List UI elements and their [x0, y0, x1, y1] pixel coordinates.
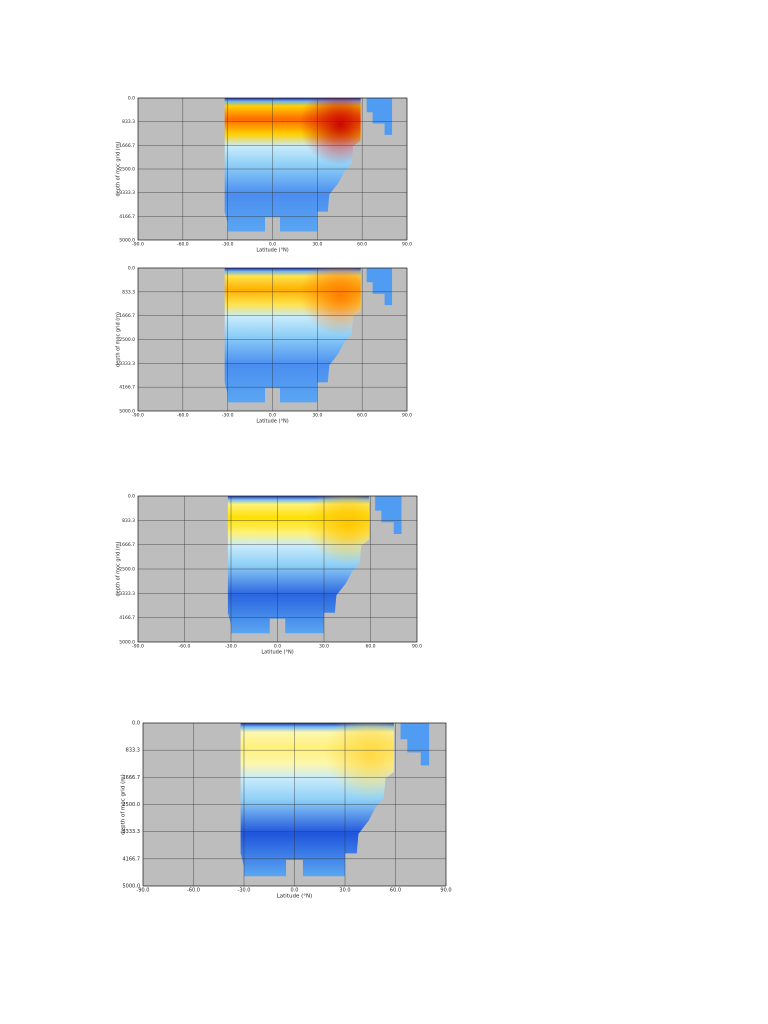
x-tick-label: 90.0: [402, 242, 412, 248]
x-tick-label: -30.0: [225, 644, 237, 650]
y-tick-label: 833.3: [126, 748, 140, 754]
x-tick-label: 0.0: [269, 242, 276, 248]
x-axis-label: Latitude (°N): [256, 248, 288, 254]
x-tick-label: -60.0: [187, 888, 200, 894]
x-tick-label: -60.0: [177, 242, 189, 248]
x-tick-label: 60.0: [357, 242, 367, 248]
y-axis-label: depth of moc grid (m): [121, 774, 127, 834]
y-tick-label: 3333.3: [119, 591, 135, 597]
y-tick-label: 0.0: [132, 721, 140, 727]
x-tick-label: -90.0: [137, 888, 150, 894]
x-tick-label: 60.0: [357, 413, 367, 419]
y-axis-label: depth of moc grid (m): [116, 312, 122, 367]
chart-panel: -90.0 -60.0 -30.0 0.0 30.0 60.0 90.0 0.0 833.3 16…: [116, 266, 413, 425]
y-tick-label: 4166.7: [119, 615, 135, 621]
y-tick-label: 2500.0: [123, 802, 141, 808]
x-tick-label: -90.0: [132, 644, 144, 650]
y-tick-label: 4166.7: [123, 856, 141, 862]
y-tick-label: 1666.7: [119, 143, 135, 149]
y-tick-label: 0.0: [128, 266, 135, 272]
x-tick-label: -90.0: [132, 413, 144, 419]
x-tick-label: 30.0: [312, 413, 322, 419]
arctic-field: [375, 496, 402, 534]
y-tick-label: 833.3: [122, 289, 135, 295]
plot-frame: [142, 722, 447, 887]
y-tick-label: 5000.0: [119, 238, 135, 244]
x-tick-label: 30.0: [312, 242, 322, 248]
x-tick-label: -60.0: [177, 413, 189, 419]
y-tick-label: 1666.7: [119, 542, 135, 548]
y-tick-label: 5000.0: [119, 640, 135, 646]
plot-frame: [137, 97, 408, 241]
y-tick-label: 3333.3: [123, 829, 141, 835]
x-tick-label: 60.0: [365, 644, 375, 650]
plot-frame: [137, 267, 408, 412]
x-tick-label: -60.0: [179, 644, 191, 650]
y-tick-label: 4166.7: [119, 214, 135, 220]
y-tick-label: 4166.7: [119, 385, 135, 391]
y-tick-label: 2500.0: [119, 337, 135, 343]
y-tick-label: 833.3: [122, 518, 135, 524]
x-axis-label: Latitude (°N): [277, 894, 313, 900]
y-tick-label: 2500.0: [119, 167, 135, 173]
arctic-field: [366, 98, 393, 135]
y-tick-label: 1666.7: [123, 775, 141, 781]
chart-panel: -90.0 -60.0 -30.0 0.0 30.0 60.0 90.0 0.0 833.3 16…: [121, 721, 452, 900]
y-tick-label: 0.0: [128, 96, 135, 102]
y-tick-label: 3333.3: [119, 190, 135, 196]
x-tick-label: -90.0: [132, 242, 144, 248]
y-axis-label: depth of moc grid (m): [116, 541, 122, 596]
chart-panel: -90.0 -60.0 -30.0 0.0 30.0 60.0 90.0 0.0 833.3 16…: [116, 96, 413, 254]
x-tick-label: 0.0: [291, 888, 299, 894]
x-tick-label: -30.0: [222, 242, 234, 248]
x-tick-label: 90.0: [440, 888, 451, 894]
y-tick-label: 2500.0: [119, 567, 135, 573]
y-axis-label: depth of moc grid (m): [116, 141, 122, 196]
chart-panel: -90.0 -60.0 -30.0 0.0 30.0 60.0 90.0 0.0 833.3 16…: [116, 494, 423, 656]
x-tick-label: 90.0: [402, 413, 412, 419]
x-axis-label: Latitude (°N): [261, 650, 293, 656]
x-tick-label: 60.0: [390, 888, 401, 894]
y-tick-label: 5000.0: [123, 884, 141, 890]
x-axis-label: Latitude (°N): [256, 419, 288, 425]
y-tick-label: 833.3: [122, 119, 135, 125]
arctic-field: [366, 268, 393, 306]
x-tick-label: 0.0: [274, 644, 281, 650]
x-tick-label: 90.0: [412, 644, 422, 650]
x-tick-label: -30.0: [238, 888, 251, 894]
y-tick-label: 0.0: [128, 494, 135, 500]
arctic-field: [400, 723, 430, 766]
y-tick-label: 5000.0: [119, 409, 135, 415]
y-tick-label: 1666.7: [119, 313, 135, 319]
x-tick-label: -30.0: [222, 413, 234, 419]
y-tick-label: 3333.3: [119, 361, 135, 367]
x-tick-label: 30.0: [339, 888, 350, 894]
plot-frame: [137, 495, 418, 643]
x-tick-label: 0.0: [269, 413, 276, 419]
x-tick-label: 30.0: [319, 644, 329, 650]
